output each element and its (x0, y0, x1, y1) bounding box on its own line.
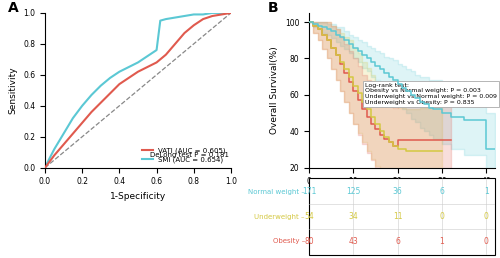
SMI (AUC = 0.654) (42, 166, 48, 169)
SMI (AUC = 0.654) (79, 104, 85, 107)
Text: 0: 0 (440, 212, 444, 221)
Text: 0: 0 (484, 237, 488, 246)
SMI (AUC = 0.654) (163, 18, 169, 21)
VATI (AUC = 0.605) (42, 166, 48, 169)
Text: 54: 54 (304, 212, 314, 221)
Text: Log-rank test:
Obesity vs Normal weight: P = 0.003
Underweight vs Normal weight:: Log-rank test: Obesity vs Normal weight:… (365, 83, 497, 105)
SMI (AUC = 0.654) (60, 132, 66, 135)
VATI (AUC = 0.605) (70, 132, 76, 135)
Text: 43: 43 (348, 237, 358, 246)
VATI (AUC = 0.605) (154, 61, 160, 64)
Legend: VATI (AUC = 0.605), SMI (AUC = 0.654): VATI (AUC = 0.605), SMI (AUC = 0.654) (141, 146, 228, 164)
SMI (AUC = 0.654) (52, 148, 58, 151)
Text: Normal weight –: Normal weight – (248, 189, 305, 195)
SMI (AUC = 0.654) (116, 70, 122, 73)
Text: 6: 6 (440, 188, 444, 196)
VATI (AUC = 0.605) (126, 76, 132, 79)
SMI (AUC = 0.654) (154, 49, 160, 52)
Text: 0: 0 (484, 212, 488, 221)
Line: VATI (AUC = 0.605): VATI (AUC = 0.605) (45, 13, 231, 168)
VATI (AUC = 0.605) (200, 18, 206, 21)
SMI (AUC = 0.654) (218, 11, 224, 14)
VATI (AUC = 0.605) (182, 31, 188, 35)
SMI (AUC = 0.654) (98, 84, 104, 87)
VATI (AUC = 0.605) (116, 83, 122, 86)
Text: 34: 34 (348, 212, 358, 221)
SMI (AUC = 0.654) (144, 55, 150, 58)
Text: Obesity –: Obesity – (272, 238, 305, 245)
Line: SMI (AUC = 0.654): SMI (AUC = 0.654) (45, 13, 231, 168)
SMI (AUC = 0.654) (135, 61, 141, 64)
Text: 11: 11 (393, 212, 402, 221)
VATI (AUC = 0.605) (191, 24, 197, 27)
VATI (AUC = 0.605) (144, 66, 150, 69)
Text: B: B (268, 1, 279, 14)
Text: Underweight –: Underweight – (254, 214, 305, 220)
VATI (AUC = 0.605) (88, 110, 94, 114)
Text: 1: 1 (440, 237, 444, 246)
Text: 6: 6 (395, 237, 400, 246)
Text: 80: 80 (304, 237, 314, 246)
VATI (AUC = 0.605) (60, 143, 66, 146)
SMI (AUC = 0.654) (200, 13, 206, 16)
Text: 1: 1 (484, 188, 488, 196)
Y-axis label: Sensitivity: Sensitivity (8, 67, 18, 114)
SMI (AUC = 0.654) (46, 158, 52, 162)
SMI (AUC = 0.654) (158, 19, 164, 22)
VATI (AUC = 0.605) (107, 92, 113, 95)
SMI (AUC = 0.654) (107, 76, 113, 79)
X-axis label: 1-Specificity: 1-Specificity (110, 192, 166, 201)
SMI (AUC = 0.654) (228, 11, 234, 14)
Text: 36: 36 (392, 188, 402, 196)
Text: A: A (8, 1, 18, 14)
Text: 125: 125 (346, 188, 360, 196)
SMI (AUC = 0.654) (88, 93, 94, 96)
X-axis label: Months: Months (386, 192, 418, 201)
SMI (AUC = 0.654) (172, 16, 178, 19)
VATI (AUC = 0.605) (163, 53, 169, 56)
SMI (AUC = 0.654) (210, 11, 216, 14)
VATI (AUC = 0.605) (79, 121, 85, 124)
SMI (AUC = 0.654) (191, 13, 197, 16)
SMI (AUC = 0.654) (126, 66, 132, 69)
VATI (AUC = 0.605) (228, 11, 234, 14)
SMI (AUC = 0.654) (70, 117, 76, 120)
VATI (AUC = 0.605) (218, 13, 224, 16)
Y-axis label: Overall Survival(%): Overall Survival(%) (270, 46, 280, 134)
Text: DeLong test P = 0.181: DeLong test P = 0.181 (150, 152, 229, 158)
VATI (AUC = 0.605) (210, 14, 216, 18)
SMI (AUC = 0.654) (182, 14, 188, 18)
VATI (AUC = 0.605) (52, 154, 58, 157)
VATI (AUC = 0.605) (98, 101, 104, 104)
VATI (AUC = 0.605) (135, 70, 141, 73)
Text: 171: 171 (302, 188, 316, 196)
VATI (AUC = 0.605) (172, 42, 178, 45)
